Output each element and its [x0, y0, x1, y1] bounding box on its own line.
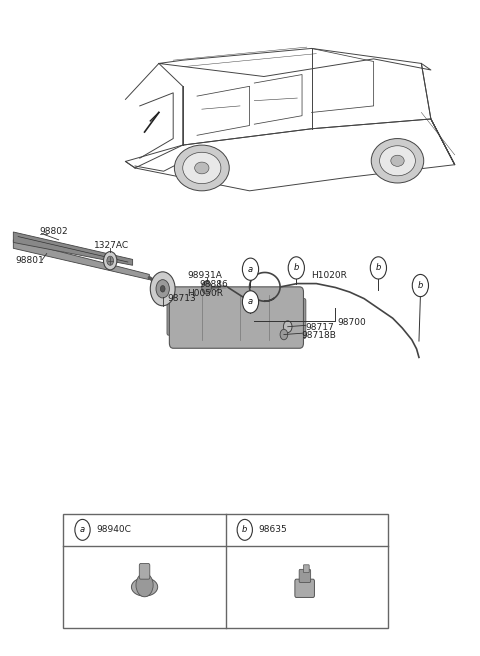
Circle shape: [107, 256, 114, 265]
Text: 98717: 98717: [305, 323, 334, 333]
Circle shape: [156, 279, 169, 298]
Text: a: a: [248, 297, 253, 306]
Circle shape: [280, 329, 288, 340]
Polygon shape: [13, 232, 132, 265]
FancyBboxPatch shape: [288, 298, 306, 338]
Text: 98886: 98886: [199, 279, 228, 289]
Circle shape: [242, 291, 259, 313]
FancyBboxPatch shape: [303, 565, 309, 573]
Ellipse shape: [132, 578, 157, 596]
Circle shape: [75, 520, 90, 541]
Bar: [63, 514, 388, 628]
Text: 1327AC: 1327AC: [95, 241, 130, 250]
Text: H1020R: H1020R: [312, 271, 348, 280]
Ellipse shape: [174, 145, 229, 191]
Text: 98700: 98700: [338, 318, 367, 327]
Circle shape: [283, 321, 292, 333]
Text: a: a: [80, 525, 85, 535]
Polygon shape: [13, 240, 149, 279]
Circle shape: [242, 258, 259, 280]
Text: b: b: [242, 525, 248, 535]
FancyBboxPatch shape: [295, 579, 314, 598]
Text: 98931A: 98931A: [188, 271, 222, 280]
Circle shape: [136, 573, 153, 597]
Text: b: b: [294, 264, 299, 272]
Text: 98635: 98635: [258, 525, 287, 535]
Circle shape: [412, 274, 429, 297]
Circle shape: [237, 520, 252, 541]
Ellipse shape: [195, 162, 209, 174]
Text: 98713: 98713: [168, 294, 196, 303]
Text: 98802: 98802: [39, 228, 68, 236]
Text: H0050R: H0050R: [188, 289, 224, 298]
Circle shape: [150, 272, 175, 306]
FancyBboxPatch shape: [167, 300, 179, 335]
FancyBboxPatch shape: [299, 569, 311, 583]
Circle shape: [370, 256, 386, 279]
Ellipse shape: [371, 138, 424, 183]
Ellipse shape: [183, 152, 221, 184]
Circle shape: [288, 256, 304, 279]
Circle shape: [104, 251, 117, 270]
Circle shape: [160, 285, 165, 292]
Ellipse shape: [391, 155, 404, 167]
Circle shape: [202, 281, 211, 294]
Ellipse shape: [380, 146, 415, 176]
FancyBboxPatch shape: [169, 287, 303, 348]
Text: 98801: 98801: [16, 256, 45, 264]
Text: b: b: [376, 264, 381, 272]
Text: 98940C: 98940C: [96, 525, 131, 535]
Text: a: a: [248, 265, 253, 274]
Text: 98718B: 98718B: [301, 331, 336, 340]
FancyBboxPatch shape: [139, 564, 150, 579]
Text: b: b: [418, 281, 423, 290]
